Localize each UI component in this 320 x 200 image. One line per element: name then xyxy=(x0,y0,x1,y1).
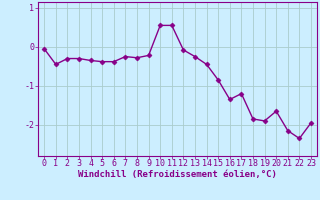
X-axis label: Windchill (Refroidissement éolien,°C): Windchill (Refroidissement éolien,°C) xyxy=(78,170,277,179)
